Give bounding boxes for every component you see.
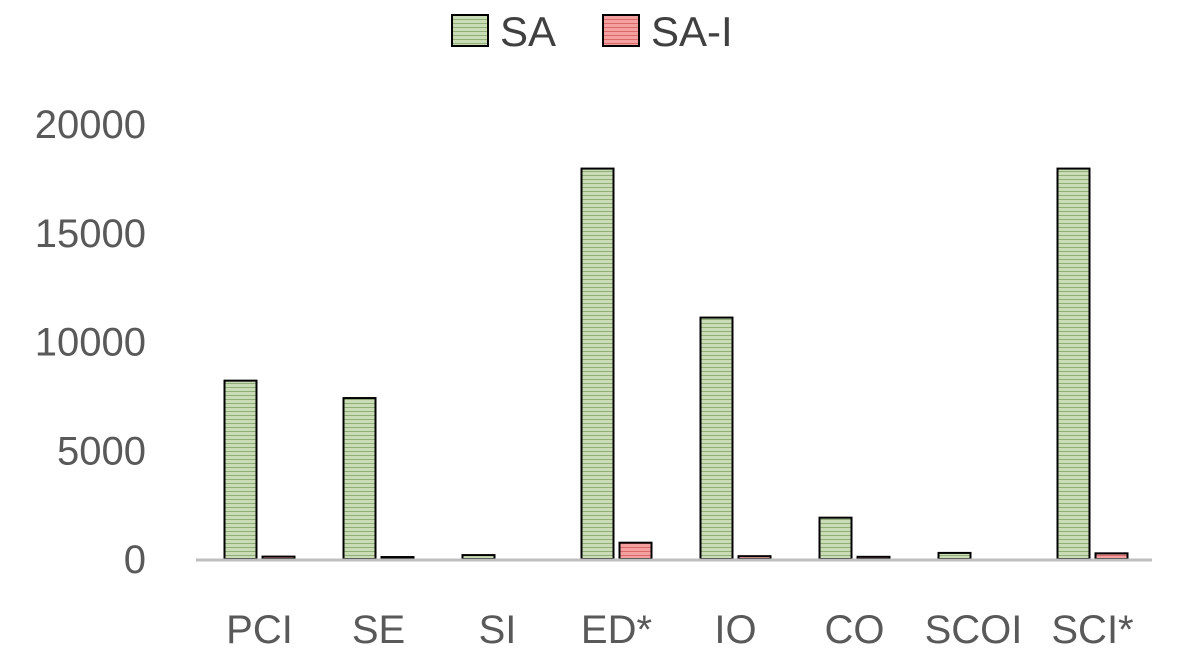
y-tick-label: 10000 <box>35 321 146 365</box>
chart-legend: SA SA-I <box>451 8 733 55</box>
legend-label: SA-I <box>651 8 733 55</box>
x-tick-label: SE <box>352 608 405 652</box>
bar-sa-co <box>818 516 853 560</box>
y-tick-label: 5000 <box>57 429 146 473</box>
y-axis: 0 5000 10000 15000 20000 <box>35 103 146 582</box>
x-tick-label: SCI* <box>1051 608 1133 652</box>
bar-sa-sci <box>1056 167 1091 560</box>
bars <box>223 167 1129 561</box>
bar-sa-se <box>342 397 377 560</box>
x-tick-label: ED* <box>581 608 652 652</box>
bar-sa-io <box>699 316 734 561</box>
bar-sa-i-sci <box>1094 552 1129 560</box>
x-tick-label: CO <box>825 608 885 652</box>
bar-sa-scoi <box>937 551 972 560</box>
bar-sa-pci <box>223 379 258 560</box>
bar-sa-si <box>461 554 496 561</box>
x-tick-label: IO <box>714 608 756 652</box>
y-tick-label: 15000 <box>35 212 146 256</box>
y-tick-label: 20000 <box>35 103 146 147</box>
legend-label: SA <box>500 8 556 55</box>
y-tick-label: 0 <box>124 538 146 582</box>
x-tick-label: SI <box>479 608 517 652</box>
bar-sa-ed <box>580 167 615 560</box>
legend-swatch-sa-i <box>602 14 640 47</box>
x-axis: PCI SE SI ED* IO CO SCOI SCI* <box>226 608 1133 652</box>
x-tick-label: SCOI <box>925 608 1023 652</box>
legend-swatch-sa <box>451 14 489 47</box>
bar-sa-i-ed <box>618 541 653 560</box>
x-tick-label: PCI <box>226 608 293 652</box>
